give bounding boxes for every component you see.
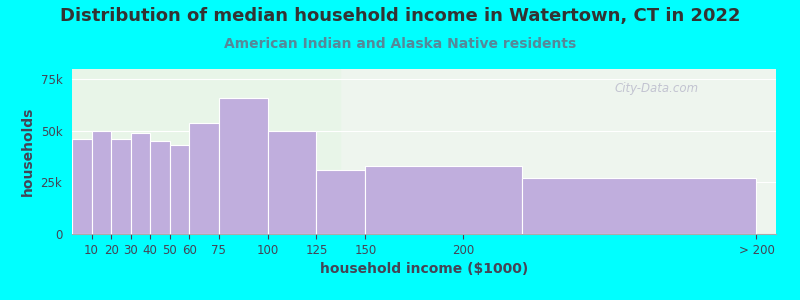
Bar	[218, 98, 267, 234]
Bar	[366, 166, 522, 234]
Y-axis label: households: households	[21, 107, 35, 196]
Bar	[130, 133, 150, 234]
Bar	[522, 178, 757, 234]
Bar	[267, 131, 317, 234]
Text: American Indian and Alaska Native residents: American Indian and Alaska Native reside…	[224, 38, 576, 52]
Bar	[170, 145, 190, 234]
Bar	[72, 69, 339, 234]
Text: City-Data.com: City-Data.com	[614, 82, 698, 95]
Text: Distribution of median household income in Watertown, CT in 2022: Distribution of median household income …	[60, 8, 740, 26]
Bar	[91, 131, 111, 234]
Bar	[190, 123, 218, 234]
X-axis label: household income ($1000): household income ($1000)	[320, 262, 528, 276]
Bar	[72, 139, 91, 234]
Bar	[150, 141, 170, 234]
Bar	[111, 139, 130, 234]
Bar	[317, 170, 366, 234]
